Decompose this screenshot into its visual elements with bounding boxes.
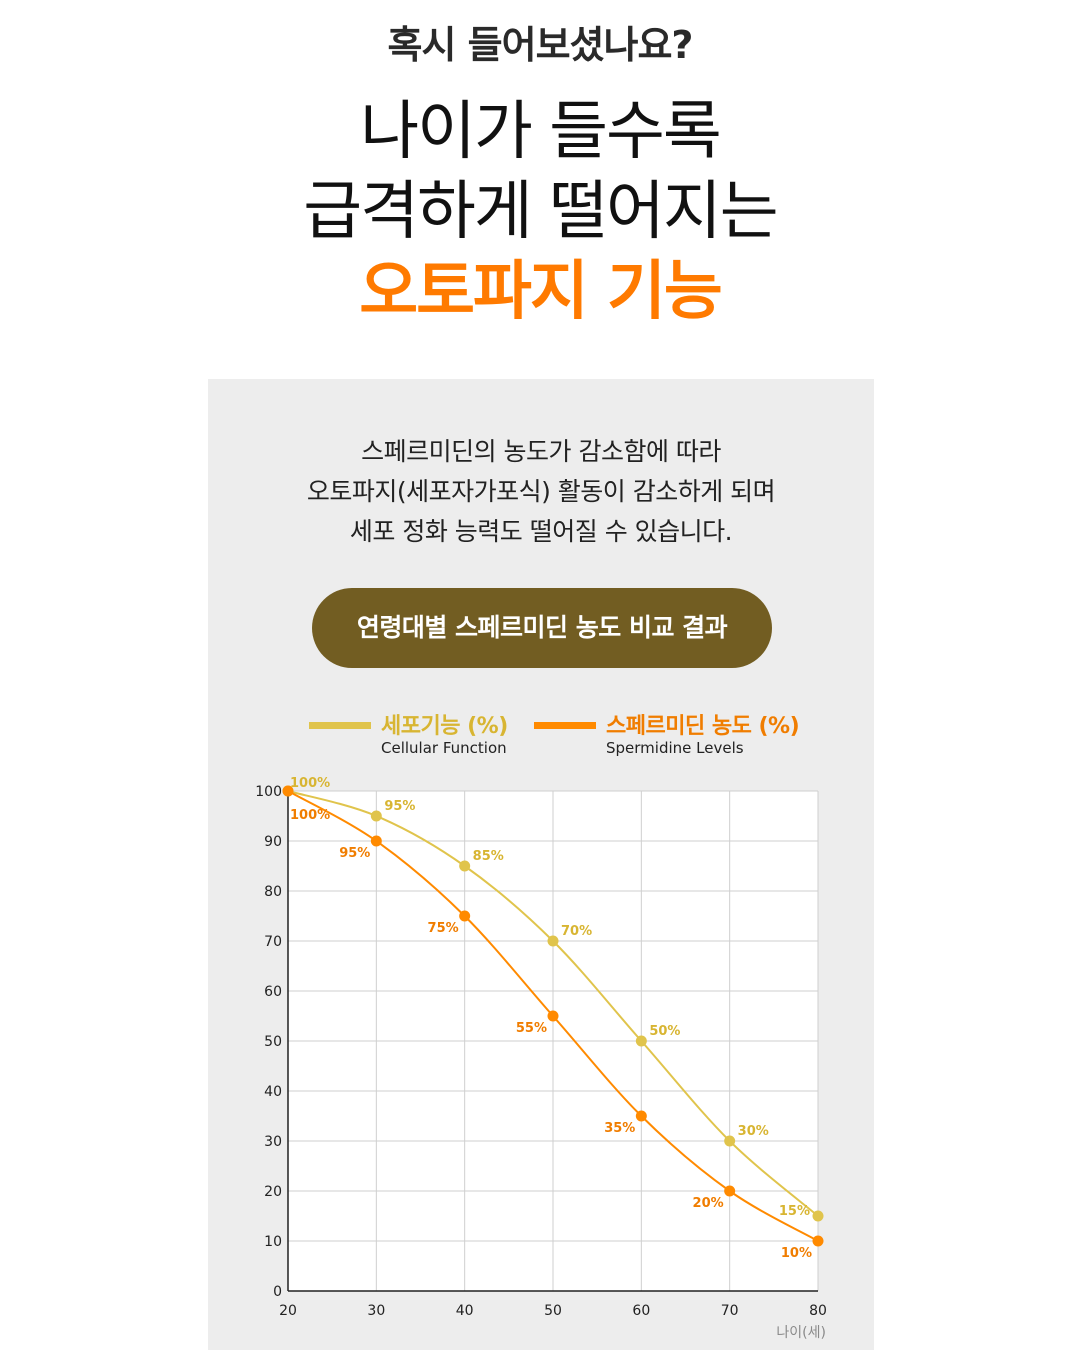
y-tick-label: 10 xyxy=(264,1234,282,1250)
point-cellular-function xyxy=(724,1135,736,1147)
eyebrow-question: 혹시 들어보셨나요? xyxy=(387,23,694,67)
y-tick-label: 60 xyxy=(264,984,282,1000)
x-tick-label: 50 xyxy=(544,1303,562,1319)
headline-accent: 오토파지 기능 xyxy=(359,255,723,329)
description: 스페르미딘의 농도가 감소함에 따라 오토파지(세포자가포식) 활동이 감소하게… xyxy=(208,432,874,552)
data-label-cellular-function: 30% xyxy=(738,1124,769,1139)
legend-swatch-cellular xyxy=(309,722,371,729)
data-label-cellular-function: 70% xyxy=(561,924,592,939)
data-label-spermidine-levels: 20% xyxy=(693,1196,724,1211)
y-tick-label: 50 xyxy=(264,1034,282,1050)
point-cellular-function xyxy=(812,1210,824,1222)
data-label-spermidine-levels: 10% xyxy=(781,1246,812,1261)
point-spermidine-levels xyxy=(724,1185,736,1197)
x-tick-label: 30 xyxy=(367,1303,385,1319)
x-axis-label: 나이(세) xyxy=(776,1325,826,1341)
description-line-2: 오토파지(세포자가포식) 활동이 감소하게 되며 xyxy=(306,477,776,506)
point-cellular-function xyxy=(370,810,382,822)
data-label-cellular-function: 95% xyxy=(384,799,415,814)
x-tick-label: 20 xyxy=(279,1303,297,1319)
comparison-badge: 연령대별 스페르미딘 농도 비교 결과 xyxy=(312,588,772,668)
x-tick-label: 60 xyxy=(632,1303,650,1319)
headline-line-1: 나이가 들수록 xyxy=(360,95,722,169)
data-label-spermidine-levels: 35% xyxy=(604,1121,635,1136)
point-cellular-function xyxy=(635,1035,647,1047)
data-label-spermidine-levels: 55% xyxy=(516,1021,547,1036)
point-cellular-function xyxy=(547,935,559,947)
y-tick-label: 30 xyxy=(264,1134,282,1150)
legend-name-spermidine: 스페르미딘 농도 (%) xyxy=(606,714,800,739)
data-label-cellular-function: 15% xyxy=(779,1204,810,1219)
y-tick-label: 100 xyxy=(255,784,282,800)
point-spermidine-levels xyxy=(282,785,294,797)
data-label-spermidine-levels: 100% xyxy=(290,808,330,823)
legend-sub-spermidine: Spermidine Levels xyxy=(606,739,744,757)
x-tick-label: 80 xyxy=(809,1303,827,1319)
point-cellular-function xyxy=(459,860,471,872)
headline-line-2: 급격하게 떨어지는 xyxy=(303,175,778,249)
headline: 나이가 들수록 급격하게 떨어지는 오토파지 기능 xyxy=(0,92,1080,332)
description-line-3: 세포 정화 능력도 떨어질 수 있습니다. xyxy=(349,517,733,546)
y-tick-label: 20 xyxy=(264,1184,282,1200)
data-label-cellular-function: 50% xyxy=(649,1024,680,1039)
data-label-spermidine-levels: 95% xyxy=(339,846,370,861)
description-line-1: 스페르미딘의 농도가 감소함에 따라 xyxy=(361,437,721,466)
x-tick-label: 40 xyxy=(456,1303,474,1319)
point-spermidine-levels xyxy=(547,1010,559,1022)
x-tick-label: 70 xyxy=(721,1303,739,1319)
line-chart: 0 10 20 30 40 50 60 70 80 90 100 20 30 40 50 60 70 80 나이(세… xyxy=(255,776,827,1341)
data-label-cellular-function: 85% xyxy=(473,849,504,864)
data-label-spermidine-levels: 75% xyxy=(428,921,459,936)
legend-name-cellular: 세포기능 (%) xyxy=(381,714,508,739)
legend-sub-cellular: Cellular Function xyxy=(381,739,507,757)
point-spermidine-levels xyxy=(370,835,382,847)
y-tick-label: 40 xyxy=(264,1084,282,1100)
point-spermidine-levels xyxy=(635,1110,647,1122)
y-tick-label: 0 xyxy=(273,1284,282,1300)
point-spermidine-levels xyxy=(812,1235,824,1247)
legend-swatch-spermidine xyxy=(534,722,596,729)
data-label-cellular-function: 100% xyxy=(290,776,330,791)
y-tick-label: 70 xyxy=(264,934,282,950)
y-tick-label: 90 xyxy=(264,834,282,850)
y-tick-label: 80 xyxy=(264,884,282,900)
point-spermidine-levels xyxy=(459,910,471,922)
